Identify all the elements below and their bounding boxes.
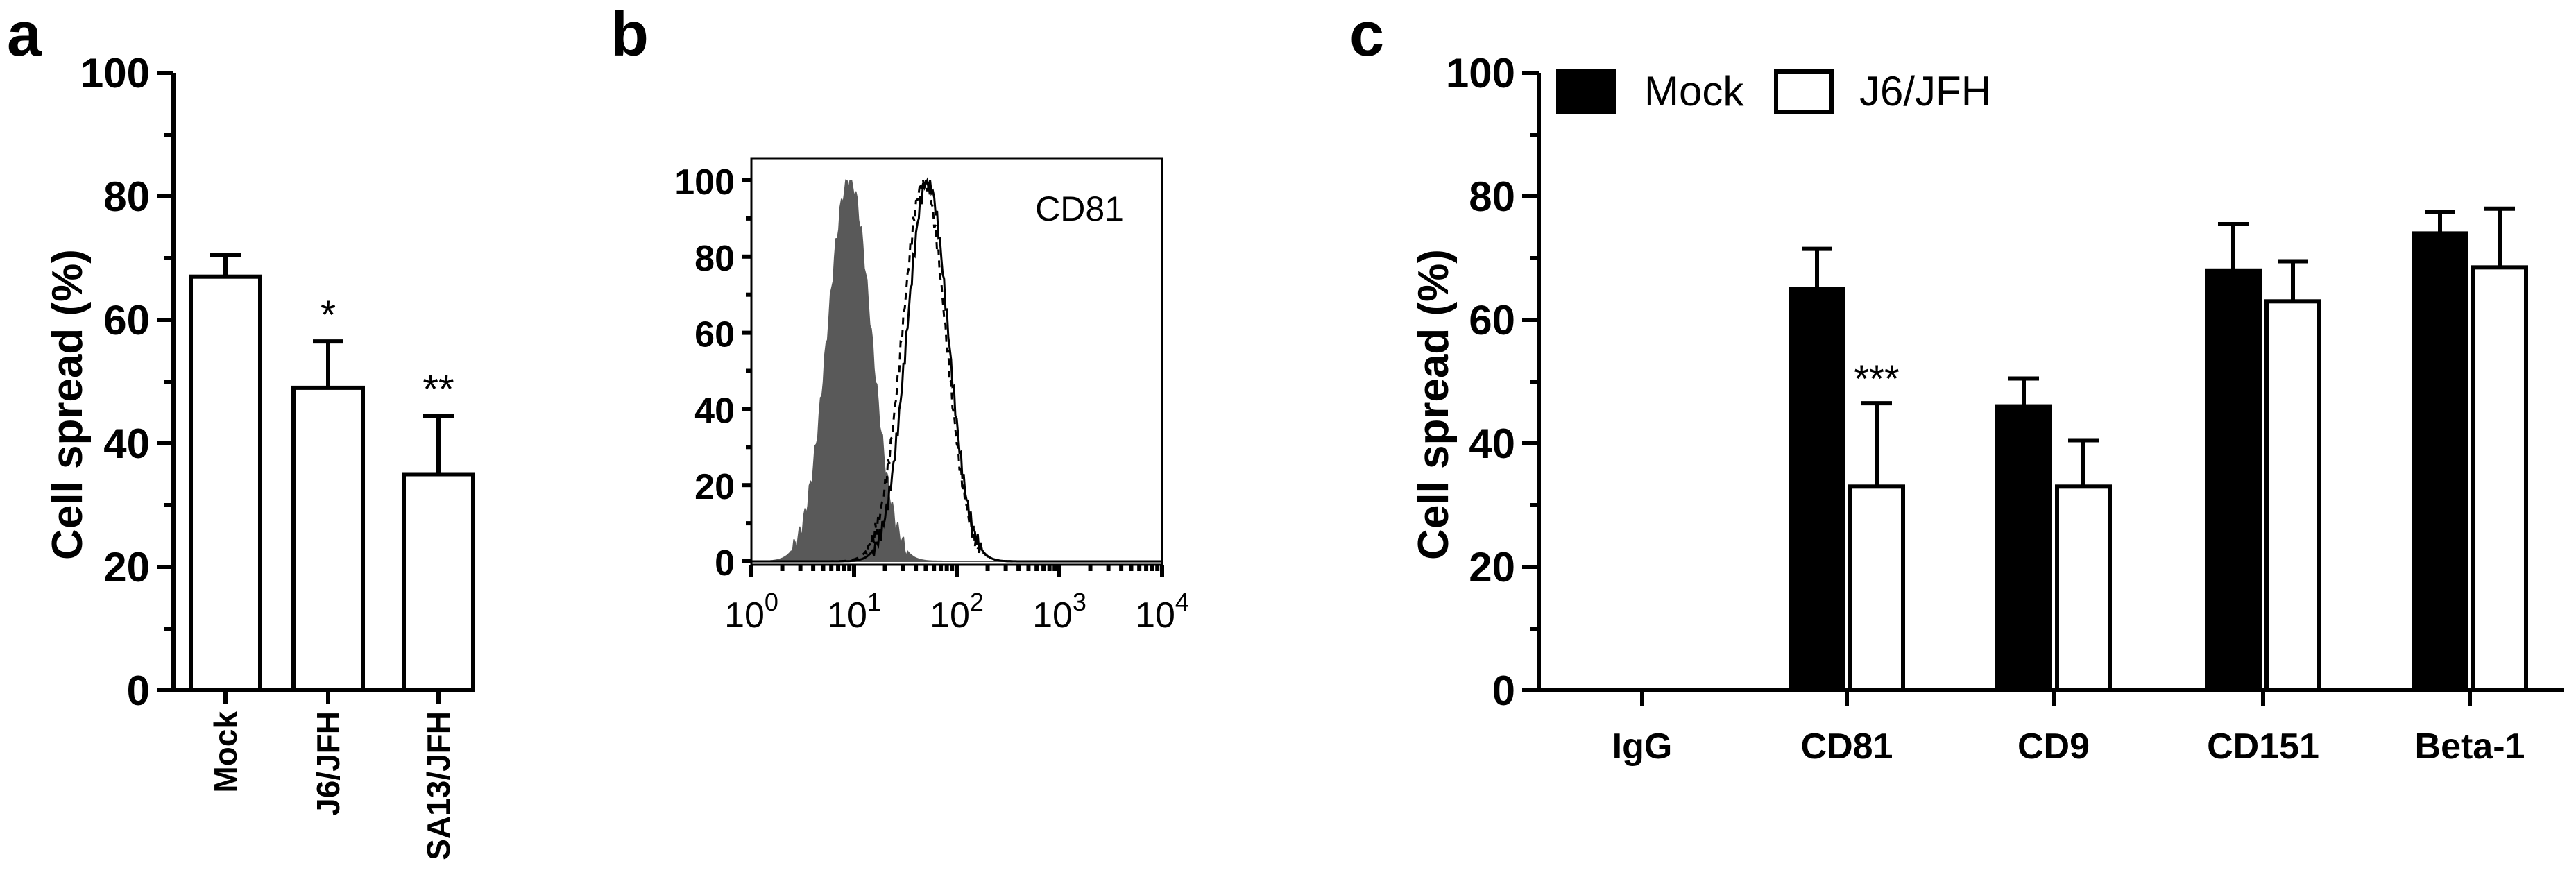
panel-a-x-tick-label: Mock: [207, 711, 244, 793]
panel-label-a: a: [7, 0, 42, 69]
panel-b-x-tick-label: 104: [1135, 588, 1189, 636]
panel-c-y-tick-label: 20: [1469, 544, 1515, 590]
panel-c-legend-swatch-j6jfh: [1774, 69, 1834, 114]
panel-c-legend-swatch-mock: [1556, 69, 1616, 114]
panel-c-legend-label-j6jfh: J6/JFH: [1859, 68, 1991, 114]
panel-c-bar-j6jfh: [2264, 299, 2321, 692]
panel-b-marker-label: CD81: [1035, 189, 1124, 228]
panel-c-bar-mock: [2205, 268, 2262, 692]
panel-c-y-tick-label: 0: [1492, 667, 1515, 714]
panel-b-x-tick-label: 103: [1032, 588, 1086, 636]
panel-a-bar: [189, 274, 262, 692]
panel-b-x-tick-label: 101: [827, 588, 881, 636]
panel-b-x-tick-label: 102: [930, 588, 984, 636]
panel-b-histogram-isotype: [751, 179, 1162, 562]
panel-a-y-tick-label: 40: [103, 420, 150, 467]
panel-label-b: b: [611, 0, 649, 69]
panel-c-y-axis-label: Cell spread (%): [1410, 249, 1458, 560]
panel-a-significance-label: **: [423, 367, 454, 412]
panel-c-bar-mock: [1789, 287, 1845, 692]
panel-a-y-tick-label: 20: [103, 544, 150, 590]
panel-c-y-tick-label: 60: [1469, 297, 1515, 343]
panel-b-y-tick-label: 60: [694, 315, 735, 355]
panel-c-bar-j6jfh: [2055, 484, 2112, 692]
panel-a-y-axis-label: Cell spread (%): [44, 249, 92, 560]
panel-c-y-tick-label: 100: [1446, 50, 1515, 96]
panel-b-y-tick-label: 40: [694, 391, 735, 431]
panel-a-x-tick-label: SA13/JFH: [420, 711, 457, 860]
panel-c-x-tick-label: CD81: [1801, 726, 1893, 767]
panel-a-y-tick-label: 100: [80, 50, 150, 96]
panel-c-significance-label: ***: [1854, 357, 1899, 400]
panel-a-bar-chart: Cell spread (%) 0 20 40 60 80 100 Mock J6/JFH * S…: [44, 50, 475, 860]
panel-c-bar-mock: [2412, 231, 2468, 692]
panel-c-y-tick-label: 40: [1469, 420, 1515, 467]
panel-c-bar-mock: [1995, 404, 2052, 692]
panel-c-legend: Mock J6/JFH: [1556, 68, 1991, 114]
panel-b-y-tick-label: 0: [715, 543, 735, 584]
panel-a-x-tick-label: J6/JFH: [310, 711, 346, 816]
panel-c-bar-j6jfh: [2471, 265, 2528, 693]
panel-b-y-tick-label: 100: [674, 162, 735, 203]
panel-a-bar: [291, 385, 365, 693]
panel-b-histogram-dashed: [751, 180, 1162, 563]
panel-a-y-tick-label: 60: [103, 297, 150, 343]
panel-b-flow-histogram: CD81 0 20 40 60 80 100 100 101 102 103 104: [674, 157, 1189, 636]
panel-a-bar: [402, 472, 475, 692]
panel-c-x-tick-label: IgG: [1612, 726, 1673, 767]
panel-c-x-tick-label: CD9: [2018, 726, 2090, 767]
panel-a-y-tick-label: 80: [103, 173, 150, 220]
panel-b-y-tick-label: 80: [694, 239, 735, 279]
panel-c-bar-j6jfh: [1848, 484, 1905, 692]
panel-c-bar-chart: Cell spread (%) 0 20 40 60 80 100 IgG CD81 *** CD…: [1410, 50, 2564, 767]
panel-c-x-tick-label: Beta-1: [2415, 726, 2525, 767]
panel-label-c: c: [1349, 0, 1384, 69]
panel-a-significance-label: *: [321, 293, 336, 338]
panel-b-y-tick-label: 20: [694, 467, 735, 507]
panel-c-x-tick-label: CD151: [2207, 726, 2319, 767]
panel-c-legend-label-mock: Mock: [1644, 68, 1744, 114]
panel-c-y-tick-label: 80: [1469, 173, 1515, 220]
panel-b-x-tick-label: 100: [724, 588, 778, 636]
panel-a-y-tick-label: 0: [127, 667, 150, 714]
